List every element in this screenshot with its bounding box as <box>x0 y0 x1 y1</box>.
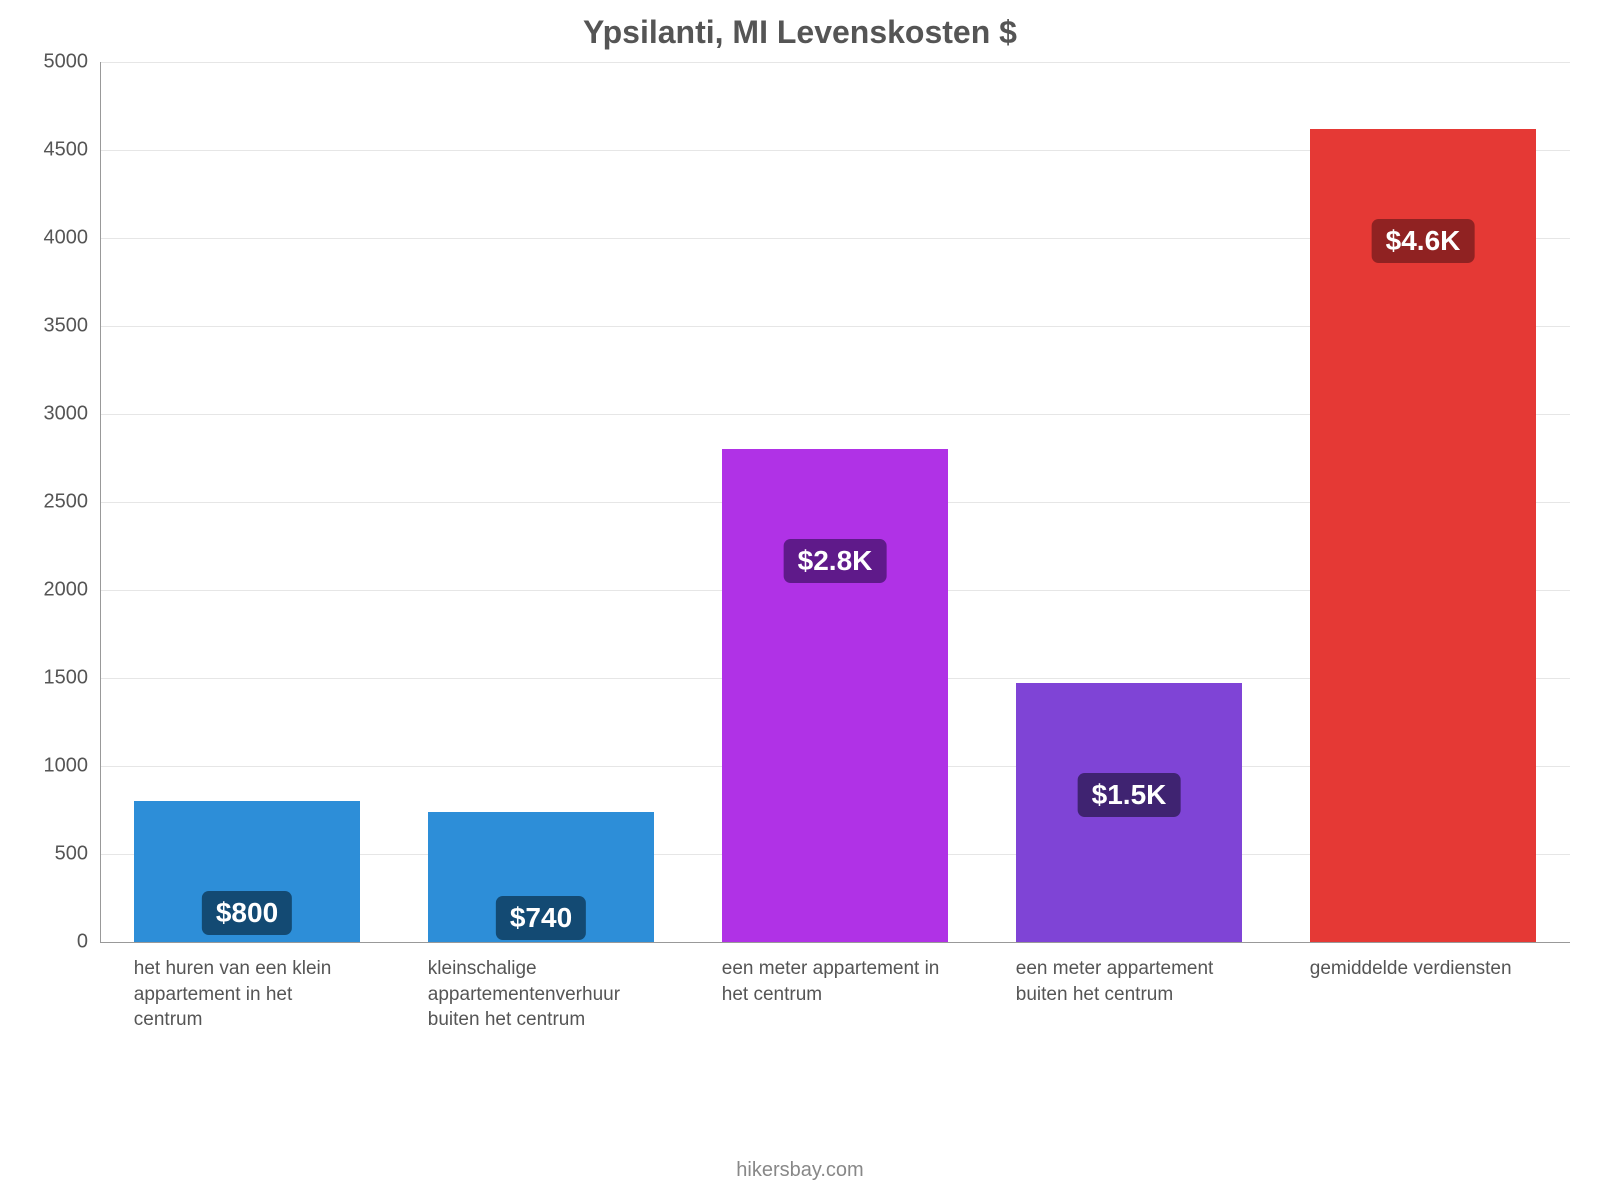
y-tick-label: 3000 <box>44 403 101 426</box>
y-tick-label: 5000 <box>44 51 101 74</box>
y-tick-label: 4000 <box>44 227 101 250</box>
y-tick-label: 1000 <box>44 755 101 778</box>
x-tick-label: gemiddelde verdiensten <box>1310 942 1530 982</box>
y-tick-label: 0 <box>77 931 100 954</box>
chart-footer: hikersbay.com <box>0 1159 1600 1182</box>
y-tick-label: 2500 <box>44 491 101 514</box>
bar-value-label: $800 <box>202 891 292 935</box>
y-tick-label: 3500 <box>44 315 101 338</box>
plot-area: 0500100015002000250030003500400045005000… <box>100 62 1570 942</box>
x-tick-label: een meter appartement buiten het centrum <box>1016 942 1236 1007</box>
x-tick-label: het huren van een klein appartement in h… <box>134 942 354 1033</box>
y-axis <box>100 62 101 942</box>
x-tick-label: kleinschalige appartementenverhuur buite… <box>428 942 648 1033</box>
gridline <box>100 62 1570 63</box>
y-tick-label: 1500 <box>44 667 101 690</box>
bar-value-label: $2.8K <box>784 539 887 583</box>
y-tick-label: 500 <box>55 843 100 866</box>
chart-title: Ypsilanti, MI Levenskosten $ <box>0 14 1600 51</box>
x-tick-label: een meter appartement in het centrum <box>722 942 942 1007</box>
y-tick-label: 2000 <box>44 579 101 602</box>
bar-value-label: $4.6K <box>1372 219 1475 263</box>
cost-of-living-chart: Ypsilanti, MI Levenskosten $ 05001000150… <box>0 0 1600 1200</box>
bar-value-label: $740 <box>496 896 586 940</box>
y-tick-label: 4500 <box>44 139 101 162</box>
bar-value-label: $1.5K <box>1078 773 1181 817</box>
bar <box>722 449 948 942</box>
